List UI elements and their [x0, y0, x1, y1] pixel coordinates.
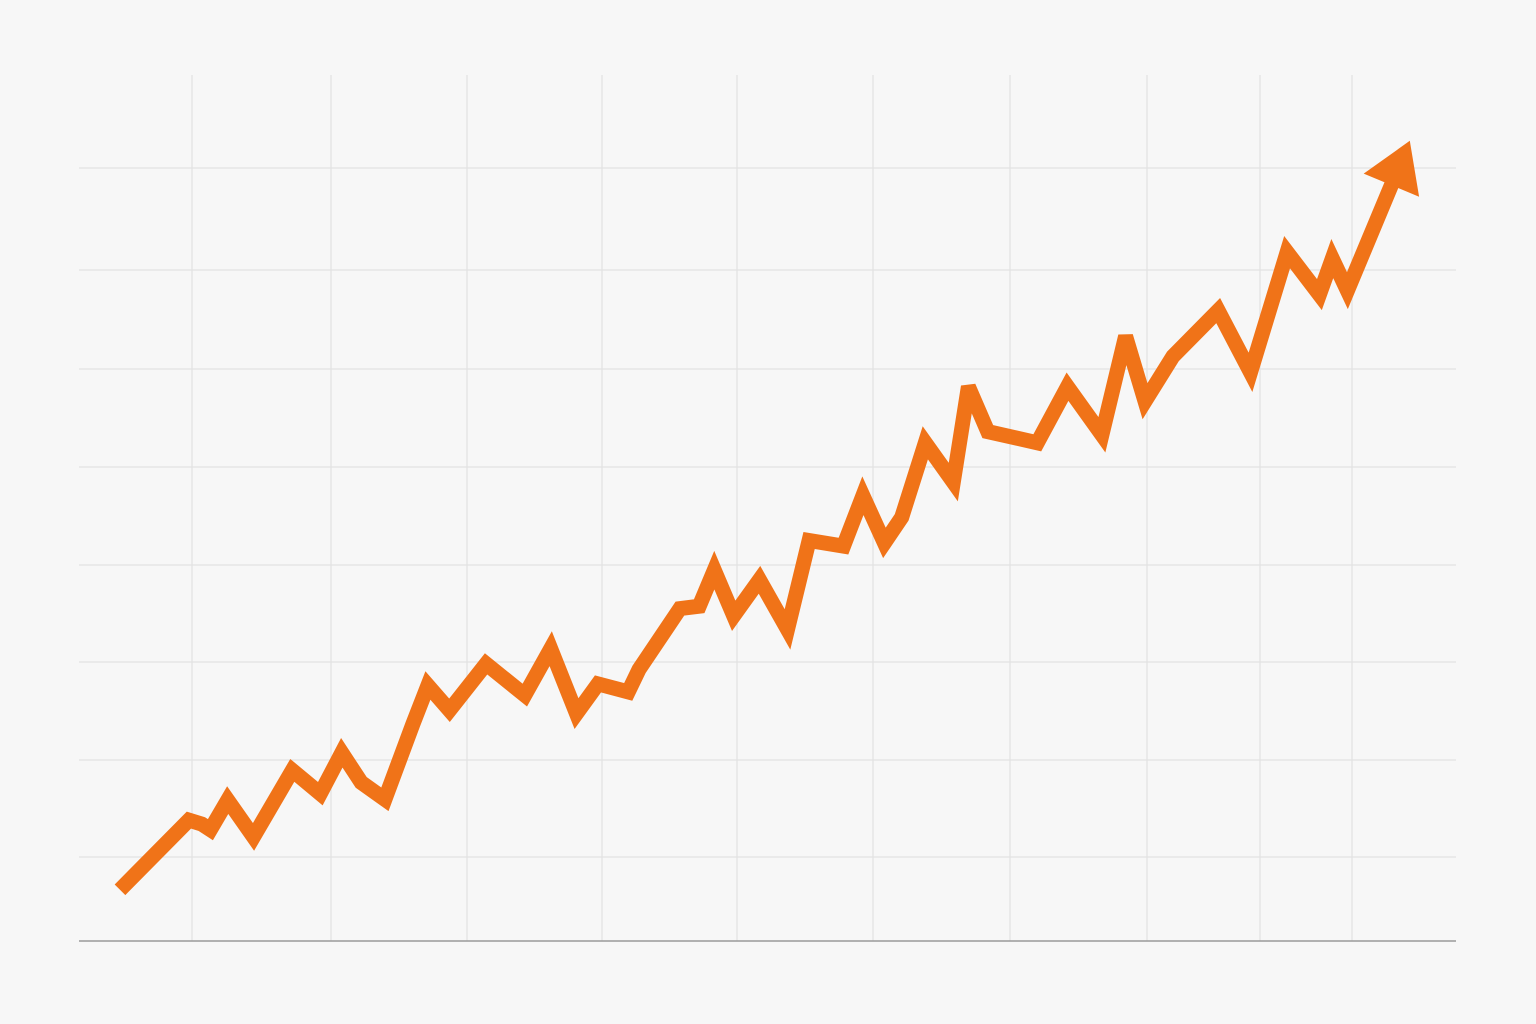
data-point — [576, 713, 578, 715]
data-point — [901, 516, 903, 518]
data-point — [188, 819, 190, 821]
series-layer — [114, 140, 1420, 896]
data-point — [843, 545, 845, 547]
data-point — [638, 669, 640, 671]
data-point — [209, 829, 211, 831]
data-point — [952, 481, 954, 483]
data-point — [713, 569, 715, 571]
data-point — [787, 628, 789, 630]
data-point — [733, 615, 735, 617]
data-point — [698, 605, 700, 607]
data-point — [427, 685, 429, 687]
data-point — [1144, 400, 1146, 402]
data-point — [1125, 335, 1127, 337]
data-point — [1067, 386, 1069, 388]
data-point — [449, 709, 451, 711]
data-point — [1331, 258, 1333, 260]
data-point — [808, 540, 810, 542]
data-point — [1172, 355, 1174, 357]
data-point — [862, 495, 864, 497]
data-point — [987, 431, 989, 433]
data-point — [597, 683, 599, 685]
data-point — [627, 691, 629, 693]
data-point — [1217, 310, 1219, 312]
gridlines — [79, 75, 1456, 941]
data-point — [679, 608, 681, 610]
data-point — [119, 889, 121, 891]
data-point — [524, 694, 526, 696]
data-point — [1286, 251, 1288, 253]
data-point — [1036, 442, 1038, 444]
data-point — [201, 823, 203, 825]
arrowhead-icon — [1363, 140, 1420, 197]
data-point — [227, 799, 229, 801]
data-point — [341, 752, 343, 754]
data-point — [967, 386, 969, 388]
data-point — [1346, 290, 1348, 292]
data-point — [550, 648, 552, 650]
data-point — [1101, 434, 1103, 436]
data-point — [384, 798, 386, 800]
data-point — [319, 793, 321, 795]
data-point — [485, 663, 487, 665]
data-point — [759, 579, 761, 581]
series-line — [114, 176, 1401, 896]
data-point — [412, 723, 414, 725]
data-point — [924, 442, 926, 444]
data-point — [1318, 294, 1320, 296]
data-point — [883, 542, 885, 544]
data-point — [360, 781, 362, 783]
data-point — [253, 836, 255, 838]
data-point — [291, 769, 293, 771]
data-point — [1250, 371, 1252, 373]
